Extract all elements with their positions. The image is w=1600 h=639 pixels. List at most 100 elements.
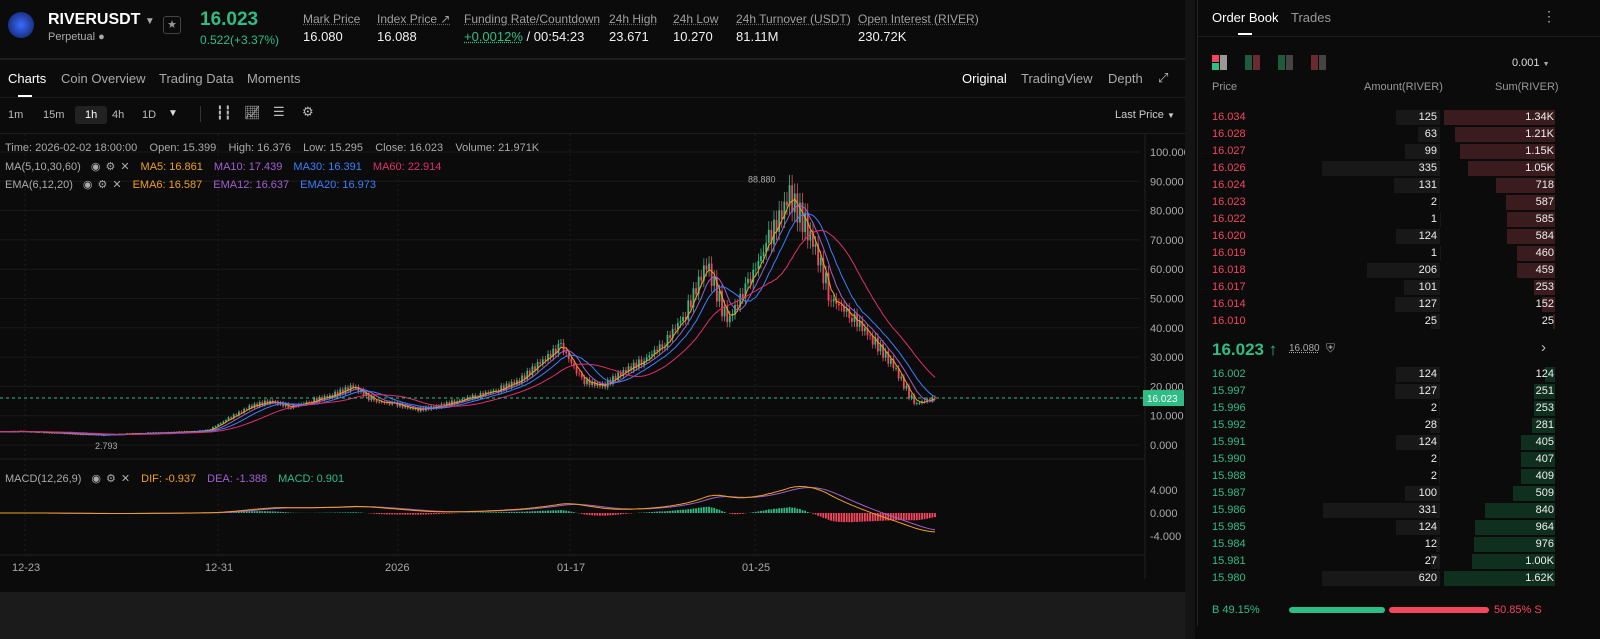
macd-bar xyxy=(718,509,721,513)
mode-depth[interactable]: Depth xyxy=(1108,71,1143,86)
fullscreen-icon[interactable]: ⤢ xyxy=(1158,70,1169,85)
candle xyxy=(279,402,282,405)
ask-row[interactable]: 16.023 2 587 xyxy=(1198,194,1600,211)
settings-icon[interactable]: ⚙ xyxy=(106,473,116,485)
visibility-icon[interactable]: ◉ xyxy=(91,473,102,485)
symbol-selector[interactable]: RIVERUSDT ▼ xyxy=(48,11,155,29)
high-label: 88.880 xyxy=(748,175,776,185)
tab-charts[interactable]: Charts xyxy=(8,71,47,86)
timeframe-1h[interactable]: 1h xyxy=(75,106,108,124)
sum-depth-bar xyxy=(1444,110,1555,125)
candle xyxy=(762,252,765,257)
bid-row[interactable]: 15.992 28 281 xyxy=(1198,417,1600,434)
header-divider xyxy=(0,58,1185,60)
candle xyxy=(632,362,635,371)
bid-row[interactable]: 15.990 2 407 xyxy=(1198,451,1600,468)
candle xyxy=(767,229,770,243)
stat-label: Index Price ↗ xyxy=(377,12,451,26)
ask-row[interactable]: 16.024 131 718 xyxy=(1198,177,1600,194)
ask-row[interactable]: 16.019 1 460 xyxy=(1198,245,1600,262)
sum: 585 xyxy=(1535,213,1554,225)
remove-icon[interactable]: ✕ xyxy=(120,161,130,173)
visibility-icon[interactable]: ◉ xyxy=(82,179,93,191)
tab-trades[interactable]: Trades xyxy=(1291,10,1331,25)
chevron-right-icon[interactable]: › xyxy=(1541,339,1546,356)
bid-row[interactable]: 15.987 100 509 xyxy=(1198,485,1600,502)
candle xyxy=(676,322,679,330)
settings-icon[interactable]: ⚙ xyxy=(97,179,108,191)
bid-row[interactable]: 15.991 124 405 xyxy=(1198,434,1600,451)
mode-tradingview[interactable]: TradingView xyxy=(1021,71,1093,86)
bid-row[interactable]: 15.980 620 1.62K xyxy=(1198,570,1600,587)
sum-depth-bar xyxy=(1531,418,1555,433)
timeframe-1D[interactable]: 1D xyxy=(142,109,157,121)
sum: 253 xyxy=(1535,281,1554,293)
candle xyxy=(349,385,352,391)
candle-type-icon[interactable]: ┇┇ xyxy=(216,105,232,120)
candle xyxy=(225,420,227,422)
macd-bar xyxy=(604,513,607,516)
macd-bar xyxy=(536,510,539,513)
settings-icon[interactable]: ⚙ xyxy=(302,104,314,119)
indicators-icon[interactable]: 📈︎ xyxy=(244,105,261,120)
price-chart[interactable]: 100.000 90.000 80.000 70.000 60.000 50.000 40.… xyxy=(0,134,1185,592)
macd-bar xyxy=(515,511,518,513)
timeframe-4h[interactable]: 4h xyxy=(112,109,125,121)
ask-row[interactable]: 16.027 99 1.15K xyxy=(1198,143,1600,160)
timeframe-15m[interactable]: 15m xyxy=(43,109,65,121)
order-book-panel: Order Book Trades ⋮ 0.001 ▼ Price Amount… xyxy=(1197,0,1600,626)
bid-row[interactable]: 15.984 12 976 xyxy=(1198,536,1600,553)
header-price: Price xyxy=(1212,81,1238,93)
mode-original[interactable]: Original xyxy=(962,71,1007,86)
candle xyxy=(541,359,544,364)
candle xyxy=(526,370,529,380)
candle xyxy=(554,348,557,354)
tab-order-book[interactable]: Order Book xyxy=(1212,10,1279,25)
ask-row[interactable]: 16.028 63 1.21K xyxy=(1198,126,1600,143)
bid-row[interactable]: 15.985 124 964 xyxy=(1198,519,1600,536)
bid-row[interactable]: 15.986 331 840 xyxy=(1198,502,1600,519)
sum: 459 xyxy=(1535,264,1554,276)
interval-dropdown-icon[interactable]: ▼ xyxy=(168,108,178,119)
candle xyxy=(658,344,661,351)
tab-coin-overview[interactable]: Coin Overview xyxy=(61,71,146,86)
price: 16.018 xyxy=(1212,264,1246,276)
ask-row[interactable]: 16.014 127 152 xyxy=(1198,296,1600,313)
ask-row[interactable]: 16.010 25 25 xyxy=(1198,313,1600,330)
visibility-icon[interactable]: ◉ xyxy=(90,161,101,173)
macd-bar xyxy=(791,507,794,513)
ask-row[interactable]: 16.017 101 253 xyxy=(1198,279,1600,296)
bid-row[interactable]: 15.988 2 409 xyxy=(1198,468,1600,485)
timeframe-1m[interactable]: 1m xyxy=(8,109,24,121)
tab-trading-data[interactable]: Trading Data xyxy=(159,71,234,86)
precision-selector[interactable]: 0.001 ▼ xyxy=(1512,57,1550,69)
remove-icon[interactable]: ✕ xyxy=(112,179,122,191)
price: 15.992 xyxy=(1212,419,1246,431)
tab-moments[interactable]: Moments xyxy=(247,71,301,86)
indicator-label: MACD(12,26,9) xyxy=(5,473,82,485)
macd-bar xyxy=(492,512,495,513)
ask-row[interactable]: 16.022 1 585 xyxy=(1198,211,1600,228)
bid-row[interactable]: 15.981 27 1.00K xyxy=(1198,553,1600,570)
ask-row[interactable]: 16.018 206 459 xyxy=(1198,262,1600,279)
drawing-tools-icon[interactable]: ☰ xyxy=(273,104,285,119)
candle xyxy=(840,305,843,307)
view-both-icon[interactable] xyxy=(1212,55,1228,71)
bid-row[interactable]: 15.997 127 251 xyxy=(1198,383,1600,400)
macd-bar xyxy=(612,513,614,516)
bid-row[interactable]: 15.996 2 253 xyxy=(1198,400,1600,417)
favorite-button[interactable]: ★ xyxy=(163,16,181,34)
more-icon[interactable]: ⋮ xyxy=(1542,8,1556,24)
panel-splitter[interactable] xyxy=(1185,0,1195,639)
price-type-selector[interactable]: Last Price ▼ xyxy=(1115,109,1175,121)
ask-row[interactable]: 16.020 124 584 xyxy=(1198,228,1600,245)
settings-icon[interactable]: ⚙ xyxy=(105,161,116,173)
candle xyxy=(523,375,526,380)
ask-row[interactable]: 16.026 335 1.05K xyxy=(1198,160,1600,177)
price: 15.990 xyxy=(1212,453,1246,465)
remove-icon[interactable]: ✕ xyxy=(120,473,131,485)
candle xyxy=(362,389,365,397)
bid-row[interactable]: 16.002 124 124 xyxy=(1198,366,1600,383)
ask-row[interactable]: 16.034 125 1.34K xyxy=(1198,109,1600,126)
amount: 131 xyxy=(1418,179,1437,191)
